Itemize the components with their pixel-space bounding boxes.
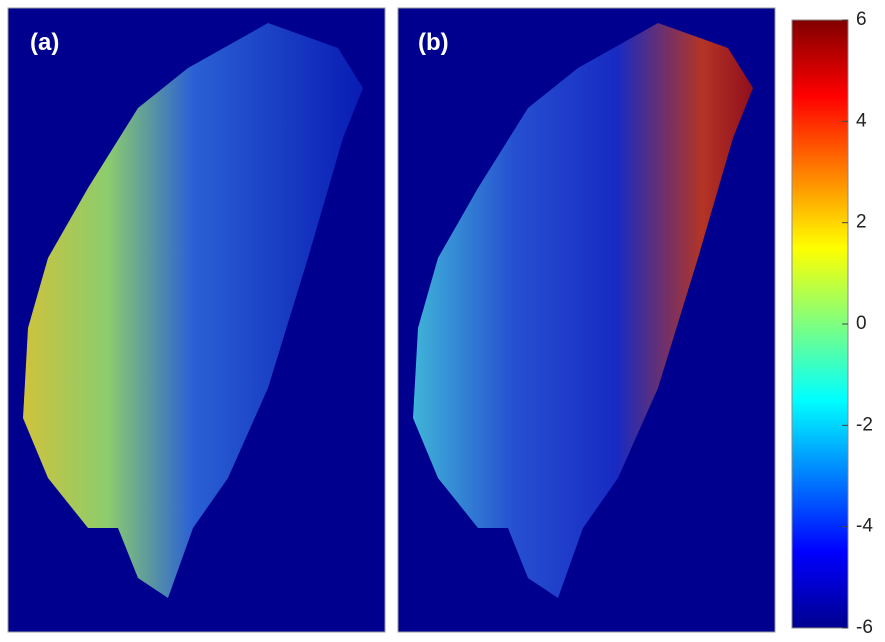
figure: (a) (b) 6 4 2 0 -2 -4 -6 <box>0 0 885 642</box>
page: {"panels": [{"label": "(a)"}, {"label": … <box>0 0 885 642</box>
tick-label: -4 <box>856 516 873 537</box>
map-panel-a: (a) <box>8 8 385 632</box>
panel-label: (a) <box>30 29 59 56</box>
tick-label: 0 <box>856 313 867 334</box>
panel-label: (b) <box>418 29 449 56</box>
tick-label: -6 <box>856 617 873 638</box>
tick-label: -2 <box>856 414 873 435</box>
tick-label: 2 <box>856 212 867 233</box>
tick-label: 4 <box>856 110 867 131</box>
tick-label: 6 <box>856 9 867 30</box>
colorbar <box>792 20 848 628</box>
map-panel-b: (b) <box>398 8 775 632</box>
